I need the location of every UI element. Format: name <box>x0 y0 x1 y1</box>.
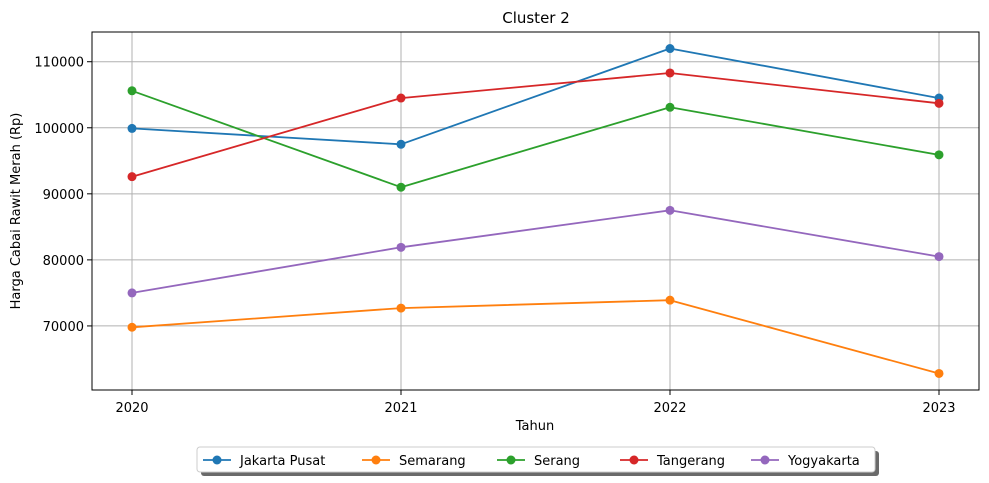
data-point <box>665 205 675 215</box>
legend-item: Serang <box>497 454 580 469</box>
legend-item: Tangerang <box>620 454 725 469</box>
x-tick-label: 2023 <box>922 401 955 416</box>
y-axis-title: Harga Cabai Rawit Merah (Rp) <box>9 113 24 310</box>
legend-marker <box>371 455 381 465</box>
legend-label: Serang <box>534 454 580 469</box>
data-point <box>127 172 137 182</box>
data-point <box>396 182 406 192</box>
x-axis-title: Tahun <box>515 419 554 434</box>
y-tick-label: 100000 <box>34 122 84 137</box>
data-point <box>665 44 675 54</box>
series-line <box>131 209 940 294</box>
series-line <box>131 47 940 146</box>
x-tick-label: 2022 <box>653 401 686 416</box>
data-point <box>127 123 137 133</box>
series-semarang <box>127 295 944 378</box>
legend-marker <box>212 455 222 465</box>
data-point <box>665 102 675 112</box>
data-point <box>665 295 675 305</box>
data-point <box>127 86 137 96</box>
series-layer <box>127 44 944 378</box>
legend-marker <box>760 455 770 465</box>
series-jakarta-pusat <box>127 44 944 149</box>
y-tick-label: 80000 <box>43 254 84 269</box>
series-line <box>131 299 940 375</box>
series-line <box>131 89 940 189</box>
data-point <box>127 322 137 332</box>
chart-title: Cluster 2 <box>502 9 570 27</box>
data-point <box>665 68 675 78</box>
legend: Jakarta Pusat Semarang Serang Tangerang Yogy… <box>196 446 879 476</box>
x-tick-label: 2020 <box>115 401 148 416</box>
legend-item: Yogyakarta <box>751 454 860 469</box>
legend-marker <box>506 455 516 465</box>
y-tick-label: 90000 <box>43 188 84 203</box>
legend-label: Tangerang <box>656 454 725 469</box>
series-serang <box>127 86 944 192</box>
series-line <box>131 72 940 178</box>
data-point <box>934 368 944 378</box>
data-point <box>934 150 944 160</box>
legend-label: Yogyakarta <box>787 454 860 469</box>
y-tick-label: 70000 <box>43 320 84 335</box>
x-tick-label: 2021 <box>384 401 417 416</box>
legend-marker <box>629 455 639 465</box>
data-point <box>396 303 406 313</box>
data-point <box>127 288 137 298</box>
data-point <box>396 139 406 149</box>
axis-ticks: 2020 2021 2022 2023 70000 80000 90000 100000 110… <box>34 56 955 416</box>
data-point <box>396 242 406 252</box>
legend-item: Jakarta Pusat <box>203 454 325 469</box>
series-yogyakarta <box>127 205 944 298</box>
legend-label: Semarang <box>399 454 466 469</box>
data-point <box>934 252 944 262</box>
series-tangerang <box>127 68 944 182</box>
legend-box <box>196 446 876 473</box>
legend-item: Semarang <box>362 454 466 469</box>
y-tick-label: 110000 <box>34 56 84 71</box>
plot-frame <box>91 31 980 391</box>
legend-label: Jakarta Pusat <box>239 454 325 469</box>
legend-items: Jakarta Pusat Semarang Serang Tangerang Yogy… <box>203 454 860 469</box>
data-point <box>396 93 406 103</box>
data-point <box>934 98 944 108</box>
